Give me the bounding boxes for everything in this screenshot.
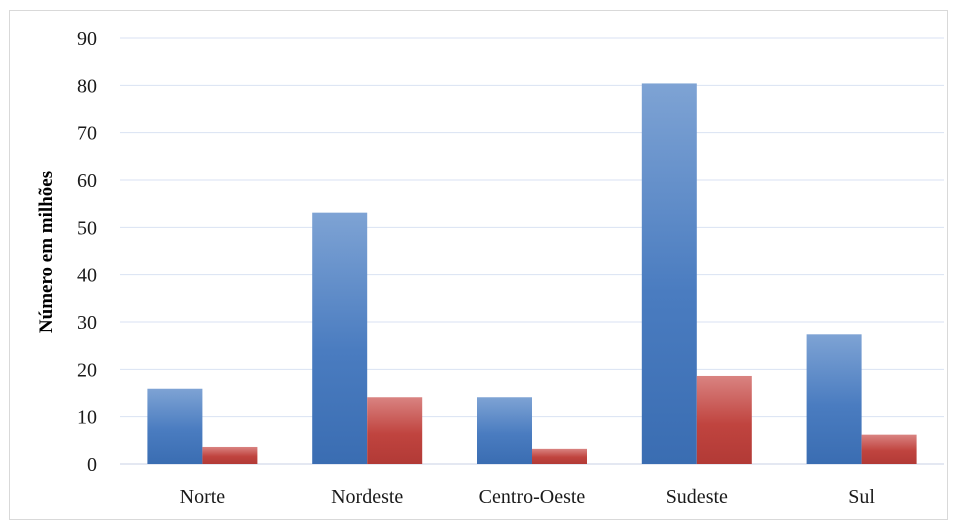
bar-series-1 <box>477 397 532 464</box>
bar-series-1 <box>147 388 203 464</box>
x-tick-label: Sudeste <box>666 486 728 508</box>
y-tick-label: 20 <box>77 359 97 381</box>
bar-series-2 <box>367 397 423 464</box>
y-tick-label: 30 <box>77 312 97 334</box>
x-tick-label: Nordeste <box>331 486 403 508</box>
bar-series-2 <box>532 448 587 464</box>
y-tick-label: 0 <box>87 454 97 476</box>
bar-series-2 <box>202 446 258 464</box>
tick-labels: 0 10 20 30 40 50 60 70 80 90 Norte Nordeste Centro-O… <box>77 28 875 508</box>
x-tick-label: Centro-Oeste <box>479 486 586 508</box>
y-tick-label: 40 <box>77 265 97 287</box>
x-tick-label: Sul <box>848 486 875 508</box>
y-tick-label: 70 <box>77 123 97 145</box>
bar-series-1 <box>312 212 368 464</box>
bar-series-2 <box>861 434 917 464</box>
y-tick-label: 60 <box>77 170 97 192</box>
y-tick-label: 50 <box>77 217 97 239</box>
bar-series-1 <box>806 334 862 464</box>
bar-series-2 <box>696 375 752 464</box>
y-tick-label: 90 <box>77 28 97 50</box>
bar-series-1 <box>641 83 697 464</box>
y-tick-label: 10 <box>77 407 97 429</box>
x-tick-label: Norte <box>180 486 226 508</box>
bars <box>147 83 917 464</box>
y-axis-label: Número em milhões <box>36 171 57 333</box>
y-tick-label: 80 <box>77 75 97 97</box>
